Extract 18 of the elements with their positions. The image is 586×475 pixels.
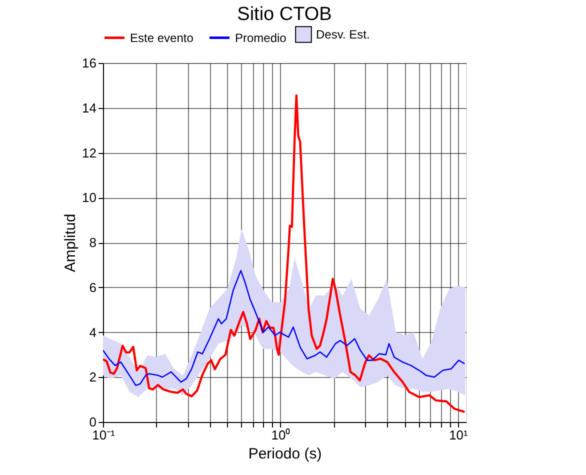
legend-label: Este evento — [130, 30, 194, 45]
x-axis-title: Periodo (s) — [248, 446, 322, 462]
x-tick-label: 10⁻¹ — [92, 428, 116, 442]
y-tick-label: 16 — [82, 56, 96, 70]
y-axis-title: Amplitud — [62, 214, 80, 272]
y-tick-label: 4 — [89, 324, 96, 340]
legend-label: Desv. Est. — [316, 28, 370, 42]
y-tick-label: 10 — [82, 190, 96, 206]
y-tick-label: 12 — [82, 145, 96, 160]
x-tick-label: 10⁰ — [271, 428, 291, 442]
legend-label: Promedio — [235, 30, 287, 45]
y-tick-label: 0 — [89, 414, 96, 430]
y-tick-label: 14 — [82, 100, 96, 116]
y-tick-label: 6 — [89, 280, 96, 295]
y-tick-label: 8 — [89, 235, 96, 250]
chart-title: Sitio CTOB — [237, 4, 332, 25]
x-tick-label: 10¹ — [449, 428, 469, 442]
y-tick-label: 2 — [89, 370, 96, 385]
